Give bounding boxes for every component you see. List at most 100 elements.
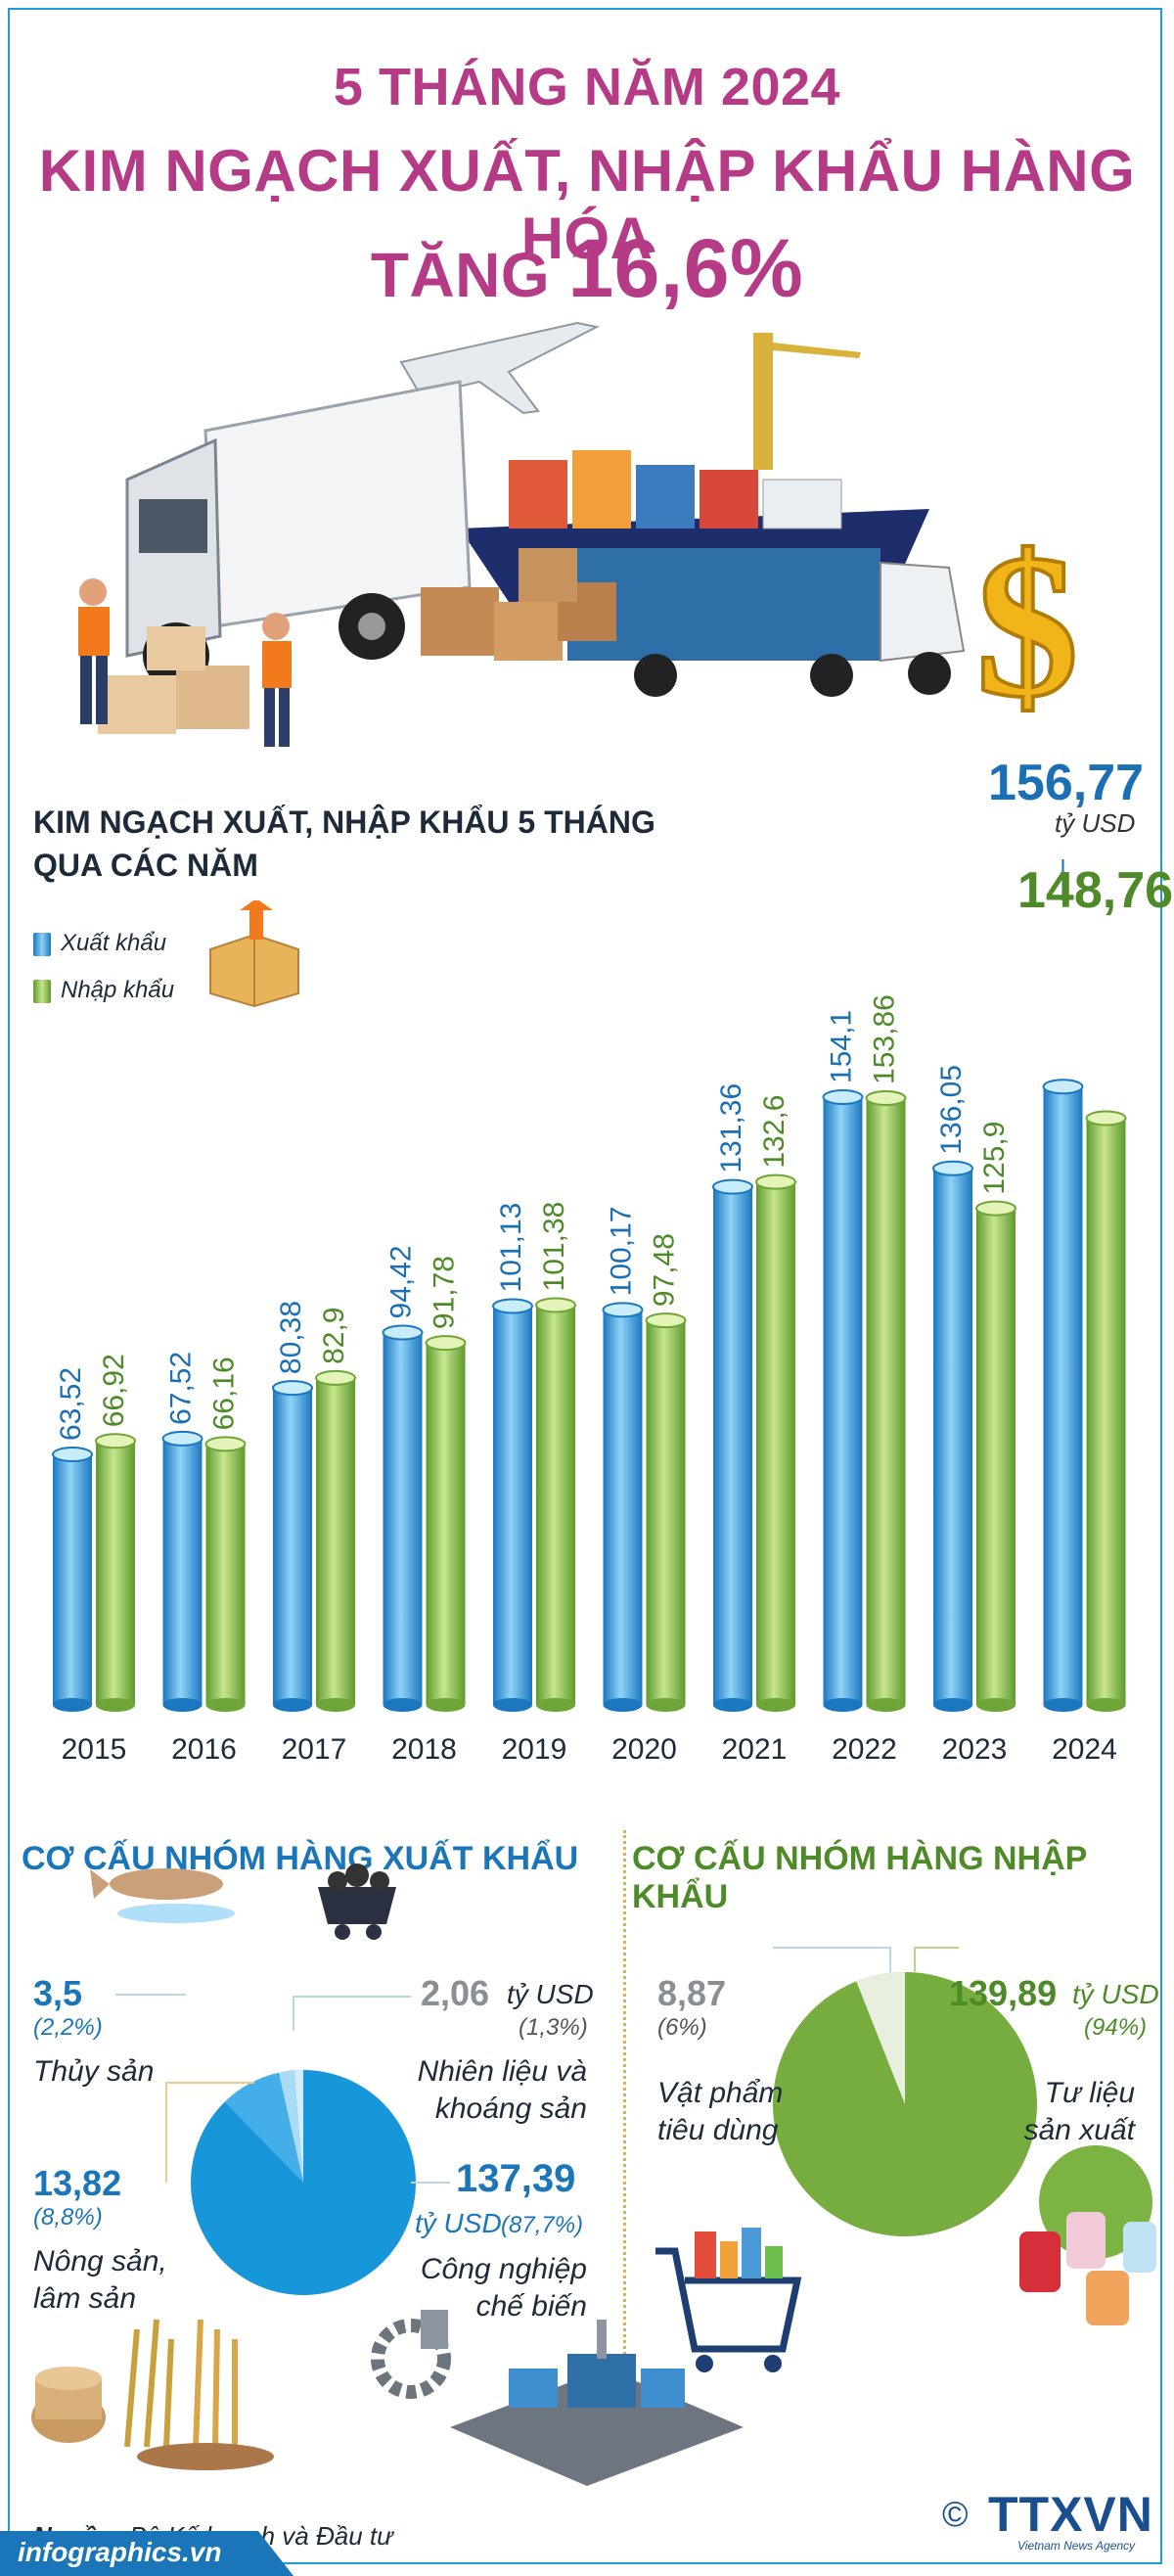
bar-base-2023 bbox=[933, 1698, 972, 1712]
box-arrow-icon bbox=[209, 900, 299, 1008]
bar-export-2017 bbox=[273, 1388, 312, 1705]
bar-export-2016 bbox=[162, 1438, 203, 1705]
title-prefix: TĂNG bbox=[370, 240, 568, 310]
nhien-lieu-pct: (1,3%) bbox=[519, 2014, 588, 2041]
thuy-san-value: 3,5 bbox=[33, 1973, 83, 2013]
bar-import-2016 bbox=[205, 1444, 246, 1705]
label-import-2018: 91,78 bbox=[429, 1256, 461, 1329]
crops-icon bbox=[31, 2319, 274, 2470]
bar-cap-2019 bbox=[535, 1297, 576, 1313]
cong-nghiep-value: 137,39 bbox=[456, 2157, 576, 2200]
bar-import-2024 bbox=[1086, 1118, 1126, 1705]
label-export-2021: 131,36 bbox=[715, 1083, 747, 1173]
bar-cap-2015 bbox=[95, 1433, 136, 1449]
gear-piston-icon bbox=[371, 2310, 451, 2399]
label-import-2015: 66,92 bbox=[98, 1354, 130, 1427]
bar-cap-2019 bbox=[492, 1298, 533, 1314]
x-tick-2022: 2022 bbox=[832, 1733, 897, 1766]
fish-icon bbox=[90, 1868, 235, 1923]
chart-title-line-2: QUA CÁC NĂM bbox=[33, 848, 258, 883]
title-line-3: TĂNG 16,6% bbox=[0, 221, 1174, 316]
label-import-2019: 101,38 bbox=[538, 1202, 570, 1292]
label-import-2016: 66,16 bbox=[208, 1357, 241, 1430]
x-tick-2016: 2016 bbox=[171, 1733, 237, 1766]
bar-base-2015 bbox=[96, 1698, 135, 1712]
label-export-2016: 67,52 bbox=[165, 1352, 198, 1425]
x-tick-2015: 2015 bbox=[62, 1733, 127, 1766]
leader-line bbox=[165, 2082, 254, 2183]
bar-base-2017 bbox=[316, 1698, 355, 1712]
bar-cap-2023 bbox=[975, 1200, 1016, 1217]
cong-nghiep-label-2: chế biến bbox=[475, 2290, 587, 2323]
bar-cap-2023 bbox=[932, 1160, 973, 1176]
bar-export-2022 bbox=[823, 1096, 863, 1705]
label-import-2017: 82,9 bbox=[318, 1308, 350, 1364]
nong-san-value: 13,82 bbox=[33, 2163, 122, 2203]
bar-cap-2015 bbox=[52, 1447, 93, 1463]
pie-slice-thuy-san bbox=[278, 2070, 303, 2183]
bar-base-2018 bbox=[383, 1698, 423, 1712]
shopping-cart-icon bbox=[655, 2228, 802, 2372]
label-export-2022: 154,1 bbox=[826, 1010, 858, 1083]
bar-base-2018 bbox=[426, 1698, 466, 1712]
nong-san-pct: (8,8%) bbox=[33, 2204, 103, 2231]
bar-base-2015 bbox=[53, 1698, 92, 1712]
leader-line bbox=[293, 1996, 411, 2031]
bar-cap-2017 bbox=[315, 1369, 356, 1386]
bar-chart: 63,52 66,92 2015 67,52 66,16 2016 80,38 82,9 201… bbox=[52, 859, 1127, 1766]
highlight-unit: tỷ USD bbox=[1055, 808, 1136, 838]
coal-cart-icon bbox=[318, 1863, 396, 1940]
bar-cap-2022 bbox=[865, 1089, 907, 1106]
x-tick-2023: 2023 bbox=[942, 1733, 1008, 1766]
bar-base-2020 bbox=[646, 1698, 686, 1712]
bar-import-2015 bbox=[96, 1441, 135, 1705]
tu-lieu-value: 139,89 bbox=[949, 1973, 1058, 2013]
bar-import-2017 bbox=[316, 1377, 355, 1705]
bar-base-2017 bbox=[273, 1698, 312, 1712]
cong-nghiep-label: Công nghiệp chế biến bbox=[372, 2251, 587, 2325]
cong-nghiep-label-1: Công nghiệp bbox=[420, 2253, 587, 2285]
bar-export-2018 bbox=[383, 1332, 423, 1705]
x-tick-2018: 2018 bbox=[391, 1733, 457, 1766]
legend-export: Xuất khẩu bbox=[33, 930, 166, 957]
trade-illustration: $ bbox=[78, 321, 1081, 747]
export-structure-heading: CƠ CẤU NHÓM HÀNG XUẤT KHẨU bbox=[22, 1840, 579, 1877]
nhien-lieu-label-2: khoáng sản bbox=[434, 2093, 587, 2125]
bar-export-2015 bbox=[53, 1454, 92, 1705]
bar-import-2022 bbox=[866, 1097, 906, 1705]
svg-text:$: $ bbox=[976, 513, 1079, 740]
site-url[interactable]: infographics.vn bbox=[18, 2537, 222, 2567]
label-export-2018: 94,42 bbox=[385, 1245, 418, 1318]
bar-base-2019 bbox=[493, 1698, 532, 1712]
pie-slice-nhien-lieu bbox=[294, 2070, 303, 2183]
label-export-2019: 101,13 bbox=[495, 1203, 527, 1293]
bar-base-2024 bbox=[1086, 1698, 1126, 1712]
bar-cap-2020 bbox=[602, 1302, 644, 1318]
bar-base-2021 bbox=[756, 1698, 795, 1712]
nhien-lieu-value: 2,06 bbox=[421, 1973, 490, 2013]
chart-title: KIM NGẠCH XUẤT, NHẬP KHẨU 5 THÁNG QUA CÁC… bbox=[33, 801, 659, 887]
bar-export-2019 bbox=[493, 1306, 532, 1705]
vat-pham-pct: (6%) bbox=[657, 2014, 707, 2041]
bar-cap-2018 bbox=[382, 1324, 424, 1341]
cong-nghiep-unit: tỷ USD bbox=[415, 2208, 502, 2238]
tu-lieu-pct: (94%) bbox=[1084, 2014, 1148, 2041]
bar-import-2023 bbox=[976, 1208, 1016, 1705]
thuy-san-label: Thủy sản bbox=[33, 2055, 155, 2088]
pie-slice-vat-pham bbox=[856, 1972, 905, 2104]
nhien-lieu-unit: tỷ USD bbox=[507, 1979, 594, 2009]
nong-san-label: Nông sản, lâm sản bbox=[33, 2243, 167, 2318]
bar-cap-2016 bbox=[161, 1430, 203, 1447]
copyright-symbol: © bbox=[942, 2494, 969, 2534]
bar-import-2021 bbox=[756, 1181, 795, 1705]
bar-export-2024 bbox=[1043, 1086, 1083, 1705]
bar-cap-2020 bbox=[645, 1312, 687, 1329]
import-pie-chart bbox=[773, 1947, 1037, 2236]
bar-import-2020 bbox=[646, 1320, 686, 1705]
bars-group: 63,52 66,92 2015 67,52 66,16 2016 80,38 82,9 201… bbox=[52, 859, 1127, 1766]
bar-export-2021 bbox=[713, 1186, 752, 1705]
bar-cap-2024 bbox=[1042, 1079, 1084, 1095]
bar-cap-2017 bbox=[272, 1380, 313, 1397]
leader-line bbox=[773, 1947, 891, 1972]
legend-label-export: Xuất khẩu bbox=[61, 930, 167, 956]
